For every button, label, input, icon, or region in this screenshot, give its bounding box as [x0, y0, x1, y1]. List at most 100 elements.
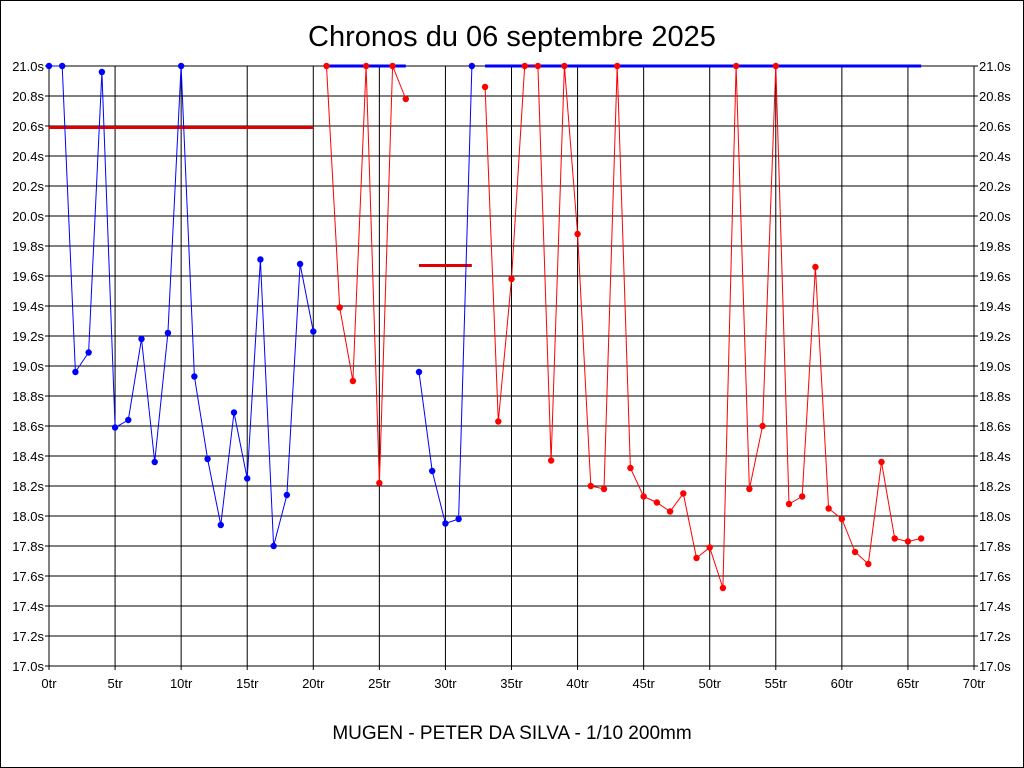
series-3	[481, 62, 925, 592]
x-tick-label: 25tr	[368, 676, 391, 691]
data-point	[204, 455, 211, 463]
y-tick-label-right: 17.4s	[979, 599, 1011, 614]
data-point	[653, 499, 661, 506]
y-tick-label: 18.0s	[12, 509, 44, 524]
series-line	[484, 65, 922, 589]
data-point	[799, 493, 806, 500]
grid	[48, 65, 975, 667]
data-point	[495, 418, 502, 425]
data-point	[402, 95, 409, 103]
x-tick-label: 20tr	[302, 676, 325, 691]
y-tick-label-right: 20.0s	[979, 209, 1011, 224]
data-point	[838, 515, 846, 523]
data-point	[85, 349, 92, 356]
data-point	[455, 515, 462, 523]
data-point	[217, 521, 224, 529]
data-point	[138, 335, 145, 343]
data-point	[587, 482, 594, 490]
x-tick-label: 50tr	[699, 676, 722, 691]
data-point	[547, 457, 555, 464]
data-point	[283, 491, 291, 499]
y-tick-label-right: 18.8s	[979, 389, 1011, 404]
data-point	[666, 508, 674, 515]
data-point	[349, 377, 357, 385]
data-point	[759, 422, 766, 430]
y-tick-label: 17.6s	[12, 569, 44, 584]
y-tick-label: 20.4s	[12, 149, 44, 164]
x-tick-label: 15tr	[236, 676, 259, 691]
data-point	[98, 68, 106, 76]
y-axis-left: 17.0s 17.2s 17.4s 17.6s 17.8s 18.0s 18.2s 18.4s…	[12, 59, 49, 674]
x-tick-label: 45tr	[632, 676, 655, 691]
y-tick-label: 18.2s	[12, 479, 44, 494]
x-tick-label: 55tr	[765, 676, 788, 691]
y-tick-label-right: 18.6s	[979, 419, 1011, 434]
data-point	[362, 62, 370, 70]
x-tick-label: 10tr	[170, 676, 193, 691]
x-tick-label: 65tr	[897, 676, 920, 691]
data-point	[891, 535, 898, 542]
data-point	[878, 458, 885, 466]
y-tick-label-right: 17.8s	[979, 539, 1011, 554]
data-point	[270, 542, 277, 550]
data-point	[164, 329, 172, 337]
data-point	[389, 62, 396, 70]
data-point	[772, 62, 779, 70]
y-tick-label: 20.2s	[12, 179, 44, 194]
data-point	[296, 260, 304, 268]
y-tick-label: 18.8s	[12, 389, 44, 404]
y-tick-label: 20.0s	[12, 209, 44, 224]
y-tick-label-right: 19.6s	[979, 269, 1011, 284]
y-tick-label-right: 20.8s	[979, 89, 1011, 104]
data-point	[812, 263, 819, 271]
data-point	[45, 62, 53, 70]
data-point	[640, 493, 647, 500]
y-tick-label-right: 17.0s	[979, 659, 1011, 674]
y-tick-label-right: 18.4s	[979, 449, 1011, 464]
data-point	[561, 62, 568, 70]
y-tick-label: 19.6s	[12, 269, 44, 284]
data-point	[125, 416, 132, 424]
data-point	[376, 479, 383, 487]
data-point	[600, 485, 608, 493]
y-tick-label-right: 21.0s	[979, 59, 1011, 74]
y-tick-label: 20.8s	[12, 89, 44, 104]
data-point	[442, 520, 449, 527]
data-point	[191, 373, 198, 380]
data-point	[111, 424, 119, 431]
y-tick-label-right: 17.2s	[979, 629, 1011, 644]
data-point	[904, 538, 912, 545]
data-point	[429, 467, 436, 475]
series-2	[415, 62, 476, 527]
data-point	[746, 485, 753, 493]
y-tick-label-right: 17.6s	[979, 569, 1011, 584]
x-tick-label: 35tr	[500, 676, 523, 691]
data-point	[614, 62, 621, 70]
y-tick-label: 18.6s	[12, 419, 44, 434]
y-tick-label: 17.2s	[12, 629, 44, 644]
x-tick-label: 60tr	[831, 676, 854, 691]
x-tick-label: 30tr	[434, 676, 457, 691]
x-tick-label: 70tr	[963, 676, 986, 691]
y-tick-label-right: 20.4s	[979, 149, 1011, 164]
y-tick-label-right: 19.2s	[979, 329, 1011, 344]
y-tick-label: 19.2s	[12, 329, 44, 344]
data-point	[257, 256, 264, 263]
data-point	[825, 505, 832, 512]
data-point	[534, 62, 542, 70]
data-point	[336, 304, 343, 311]
y-tick-label: 21.0s	[12, 59, 44, 74]
data-point	[415, 368, 423, 376]
y-tick-label: 18.4s	[12, 449, 44, 464]
y-tick-label-right: 19.4s	[979, 299, 1011, 314]
y-tick-label-right: 20.2s	[979, 179, 1011, 194]
y-tick-label: 17.0s	[12, 659, 44, 674]
y-tick-label-right: 18.2s	[979, 479, 1011, 494]
y-tick-label-right: 20.6s	[979, 119, 1011, 134]
data-point	[693, 554, 700, 562]
y-tick-label-right: 18.0s	[979, 509, 1011, 524]
x-tick-label: 40tr	[566, 676, 589, 691]
data-point	[323, 62, 330, 70]
x-axis-label: MUGEN - PETER DA SILVA - 1/10 200mm	[332, 723, 691, 744]
